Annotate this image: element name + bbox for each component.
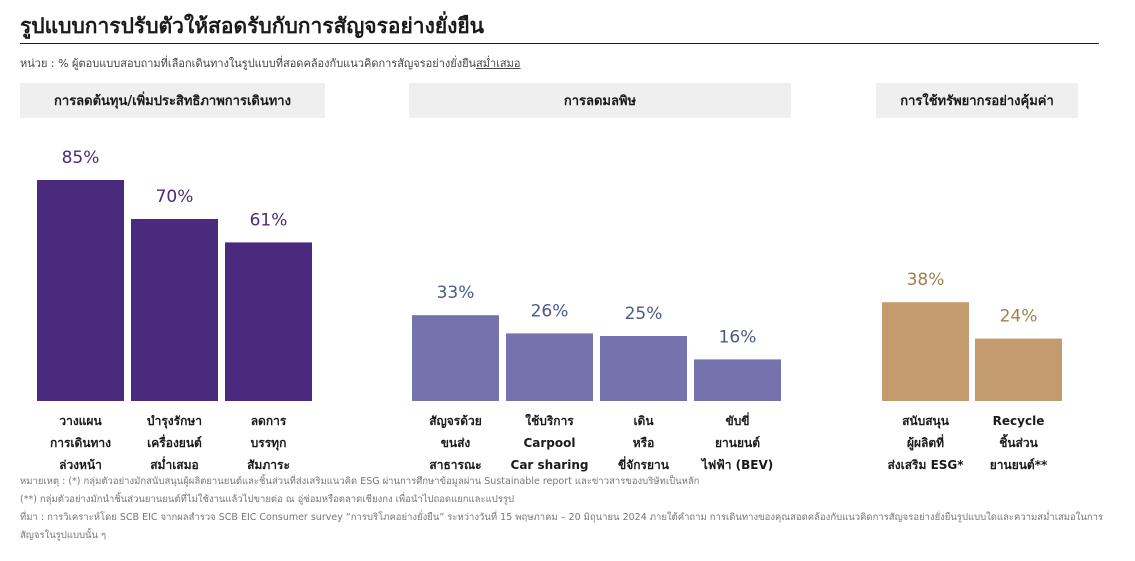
value-label-8: 38%	[907, 270, 945, 290]
bar-2	[131, 219, 218, 401]
source-note: ที่มา : การวิเคราะห์โดย SCB EIC จากผลสำร…	[20, 512, 1104, 541]
category-label-2: บำรุงรักษาเครื่องยนต์สม่ำเสมอ	[125, 410, 225, 476]
group-header-resources: การใช้ทรัพยากรอย่างคุ้มค่า	[876, 83, 1078, 118]
bar-4	[412, 315, 499, 401]
value-label-7: 16%	[719, 327, 757, 347]
value-label-4: 33%	[437, 283, 475, 303]
value-label-5: 26%	[531, 301, 569, 321]
category-label-line: หรือ	[632, 436, 655, 450]
footnote-1: หมายเหตุ : (*) กลุ่มตัวอย่างมักสนับสนุนผ…	[20, 476, 700, 487]
category-label-line: สัญจรด้วย	[429, 414, 482, 428]
category-label-line: ใช้บริการ	[525, 414, 574, 428]
category-label-line: Carpool	[523, 436, 576, 450]
unit-note-text: หน่วย : % ผู้ตอบแบบสอบถามที่เลือกเดินทาง…	[20, 57, 477, 70]
category-label-line: เครื่องยนต์	[147, 436, 202, 450]
category-label-line: ยานยนต์	[715, 436, 760, 450]
group-header-cost: การลดต้นทุน/เพิ่มประสิทธิภาพการเดินทาง	[20, 83, 325, 118]
category-label-line: Recycle	[992, 414, 1045, 428]
bar-5	[506, 333, 593, 401]
category-label-1: วางแผนการเดินทางล่วงหน้า	[31, 410, 131, 476]
category-label-line: ล่วงหน้า	[59, 458, 102, 472]
category-label-line: บรรทุก	[250, 436, 287, 450]
bar-6	[600, 336, 687, 401]
value-label-2: 70%	[156, 187, 194, 207]
value-label-6: 25%	[625, 304, 663, 324]
footnote-2: (**) กลุ่มตัวอย่างมักนำชิ้นส่วนยานยนต์ที…	[20, 494, 514, 505]
category-label-5: ใช้บริการ Carpool Car sharing	[500, 410, 600, 476]
category-label-line: วางแผน	[59, 414, 102, 428]
category-label-line: บำรุงรักษา	[146, 414, 203, 428]
category-label-6: เดินหรือขี่จักรยาน	[594, 410, 694, 476]
category-label-line: ผู้ผลิตที่	[906, 436, 945, 450]
category-label-4: สัญจรด้วยขนส่งสาธารณะ	[406, 410, 506, 476]
chart-title: รูปแบบการปรับตัวให้สอดรับกับการสัญจรอย่า…	[20, 14, 485, 38]
category-label-7: ขับขี่ยานยนต์ไฟฟ้า (BEV)	[688, 410, 788, 476]
category-label-line: ขี่จักรยาน	[618, 458, 669, 472]
value-label-3: 61%	[250, 210, 288, 230]
bar-3	[225, 242, 312, 401]
category-label-line: สนับสนุน	[902, 414, 949, 428]
category-label-line: ไฟฟ้า (BEV)	[701, 458, 774, 472]
category-label-line: Car sharing	[510, 458, 589, 472]
category-label-line: การเดินทาง	[49, 436, 112, 450]
category-label-line: ส่งเสริม ESG*	[887, 458, 964, 472]
bar-8	[882, 302, 969, 401]
category-label-line: สัมภาระ	[247, 458, 290, 472]
category-label-8: สนับสนุนผู้ผลิตที่ส่งเสริม ESG*	[876, 410, 976, 476]
category-label-line: ชิ้นส่วน	[999, 436, 1038, 450]
unit-note: หน่วย : % ผู้ตอบแบบสอบถามที่เลือกเดินทาง…	[20, 54, 521, 72]
category-label-line: ลดการ	[250, 414, 287, 428]
category-label-line: สม่ำเสมอ	[150, 458, 199, 472]
category-label-line: สาธารณะ	[429, 458, 482, 472]
bar-9	[975, 338, 1062, 401]
footnotes: หมายเหตุ : (*) กลุ่มตัวอย่างมักสนับสนุนผ…	[20, 473, 1125, 545]
group-header-pollution: การลดมลพิษ	[409, 83, 791, 118]
value-label-9: 24%	[1000, 307, 1038, 327]
bar-1	[37, 180, 124, 401]
category-label-line: ขนส่ง	[440, 436, 471, 450]
category-label-3: ลดการบรรทุกสัมภาระ	[219, 410, 319, 476]
category-label-9: Recycle ชิ้นส่วนยานยนต์**	[969, 410, 1069, 476]
unit-note-underlined: สม่ำเสมอ	[476, 57, 521, 70]
bar-7	[694, 359, 781, 401]
category-label-line: ขับขี่	[725, 414, 750, 428]
category-label-line: เดิน	[633, 414, 654, 428]
title-divider	[20, 43, 1099, 44]
value-label-1: 85%	[62, 148, 100, 168]
category-label-line: ยานยนต์**	[989, 458, 1048, 472]
